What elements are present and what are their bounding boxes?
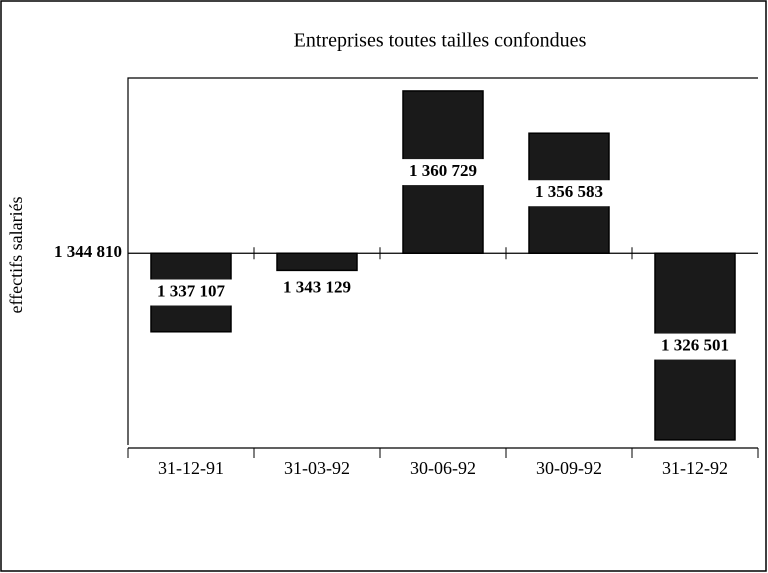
x-tick-label: 30-06-92 [410,458,476,478]
y-axis-label: effectifs salariés [6,196,26,313]
x-tick-label: 31-03-92 [284,458,350,478]
chart-title: Entreprises toutes tailles confondues [294,30,587,52]
x-tick-label: 31-12-92 [662,458,728,478]
label-gap [401,159,485,186]
value-label: 1 326 501 [661,335,729,354]
bar [276,252,358,272]
y-tick-label: 1 344 810 [54,242,122,261]
value-label: 1 360 729 [409,161,477,180]
label-gap [149,279,233,306]
label-gap [527,180,611,207]
label-gap [653,333,737,360]
x-tick-label: 31-12-91 [158,458,224,478]
plot-frame [127,77,758,445]
value-label: 1 343 129 [283,277,351,296]
x-tick-label: 30-09-92 [536,458,602,478]
value-label: 1 337 107 [157,281,226,300]
value-label: 1 356 583 [535,182,603,201]
